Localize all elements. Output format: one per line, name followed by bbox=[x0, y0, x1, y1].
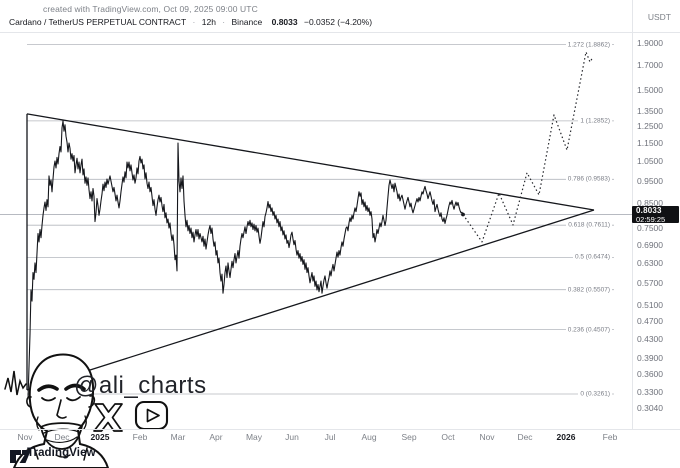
time-tick-label: Feb bbox=[132, 432, 148, 442]
time-tick-label: 2026 bbox=[556, 432, 576, 442]
mouth-inner-line bbox=[46, 436, 78, 443]
price-tick-label: 0.3900 bbox=[637, 353, 663, 364]
right-eyebrow bbox=[64, 383, 86, 391]
quote-currency-label: USDT bbox=[647, 12, 671, 22]
fib-label-0.618: 0.618 (0.7611) bbox=[566, 221, 612, 229]
time-tick-label: Jul bbox=[324, 432, 336, 442]
left-eyebrow bbox=[37, 384, 59, 392]
legend-separator: · bbox=[192, 17, 196, 27]
left-eye-closed bbox=[41, 397, 56, 402]
symbol-legend[interactable]: Cardano / TetherUS PERPETUAL CONTRACT · … bbox=[9, 17, 376, 27]
time-tick-label: Apr bbox=[209, 432, 223, 442]
price-tick-label: 0.6300 bbox=[637, 257, 663, 268]
price-tick-label: 1.5000 bbox=[637, 85, 663, 96]
time-tick-label: Mar bbox=[170, 432, 186, 442]
time-tick-label: May bbox=[245, 432, 263, 442]
right-ear bbox=[88, 395, 96, 408]
price-tick-label: 0.4700 bbox=[637, 316, 663, 327]
triangle-pattern-drawing[interactable] bbox=[26, 113, 595, 391]
fib-label-1: 1 (1.2852) bbox=[578, 117, 612, 125]
x-logo-icon bbox=[93, 403, 123, 432]
right-collar-line bbox=[83, 447, 88, 461]
price-tick-label: 1.0500 bbox=[637, 156, 663, 167]
fib-label-0.5: 0.5 (0.6474) bbox=[572, 253, 612, 261]
price-tick-label: 0.5100 bbox=[637, 299, 663, 310]
created-with-note: created with TradingView.com, Oct 09, 20… bbox=[43, 4, 258, 14]
fib-retracement-lines bbox=[27, 44, 614, 395]
price-tick-label: 1.7000 bbox=[637, 60, 663, 71]
price-tick-label: 0.3600 bbox=[637, 369, 663, 380]
last-price-badge: 0.8033 02:59:25 bbox=[632, 206, 679, 223]
tradingview-logo-text: TradingView bbox=[27, 447, 96, 459]
price-tick-label: 0.9500 bbox=[637, 176, 663, 187]
fib-label-0.786: 0.786 (0.9583) bbox=[565, 175, 612, 183]
watermark-handle: @ali_charts bbox=[74, 372, 207, 399]
time-tick-label: Nov bbox=[479, 432, 495, 442]
legend-separator: · bbox=[222, 17, 226, 27]
price-tick-label: 1.2500 bbox=[637, 121, 663, 132]
symbol-title[interactable]: Cardano / TetherUS PERPETUAL CONTRACT bbox=[9, 17, 187, 27]
time-tick-label: Aug bbox=[361, 432, 377, 442]
interval-label[interactable]: 12h bbox=[201, 17, 216, 27]
legend-last-price: 0.8033 bbox=[271, 17, 298, 27]
watermark-face-doodle bbox=[4, 353, 110, 468]
play-button-icon bbox=[134, 400, 169, 431]
price-tick-label: 0.7500 bbox=[637, 223, 663, 234]
fib-label-0: 0 (0.3261) bbox=[578, 390, 612, 398]
pulse-line-doodle bbox=[4, 370, 27, 396]
price-tick-label: 1.3500 bbox=[637, 106, 663, 117]
face-silhouette bbox=[12, 353, 110, 468]
time-tick-label: Dec bbox=[54, 432, 70, 442]
right-cheek-crease bbox=[83, 415, 87, 430]
left-ear bbox=[26, 396, 32, 408]
badge-countdown: 02:59:25 bbox=[636, 214, 666, 224]
time-axis-divider bbox=[0, 429, 680, 430]
badge-price: 0.8033 bbox=[636, 206, 662, 215]
price-tick-label: 1.1500 bbox=[637, 138, 663, 148]
price-tick-label: 0.4300 bbox=[637, 333, 663, 344]
time-tick-label: Dec bbox=[517, 432, 533, 442]
tradingview-logo-icon bbox=[10, 450, 31, 463]
time-tick-label: Feb bbox=[602, 432, 618, 442]
time-tick-label: Sep bbox=[401, 432, 417, 442]
nose bbox=[56, 399, 67, 419]
fib-label-0.382: 0.382 (0.5507) bbox=[565, 286, 612, 294]
mouth-smile bbox=[40, 422, 83, 450]
time-tick-label: 2025 bbox=[90, 432, 110, 442]
fib-label-1.272: 1.272 (1.8862) bbox=[565, 41, 612, 48]
chin-crease bbox=[55, 454, 71, 458]
price-tick-label: 1.9000 bbox=[637, 38, 663, 48]
price-tick-label: 0.5700 bbox=[637, 277, 663, 288]
right-eye-closed bbox=[66, 396, 81, 402]
price-tick-label: 0.6900 bbox=[637, 239, 663, 250]
legend-change: −0.0352 (−4.20%) bbox=[303, 17, 373, 27]
price-tick-label: 0.3040 bbox=[637, 403, 663, 413]
left-cheek-crease bbox=[36, 416, 40, 431]
left-collar-line bbox=[33, 446, 39, 460]
time-tick-label: Jun bbox=[285, 432, 299, 442]
time-tick-label: Nov bbox=[17, 432, 33, 442]
time-tick-label: Oct bbox=[441, 432, 455, 442]
price-line-series bbox=[27, 120, 464, 400]
projected-path-dotted bbox=[462, 51, 594, 243]
price-tick-label: 0.3300 bbox=[637, 386, 663, 397]
price-tick-label: 0.8500 bbox=[637, 198, 663, 209]
fib-label-0.236: 0.236 (0.4507) bbox=[565, 326, 612, 334]
exchange-label: Binance bbox=[231, 17, 263, 27]
header-divider bbox=[0, 32, 680, 33]
